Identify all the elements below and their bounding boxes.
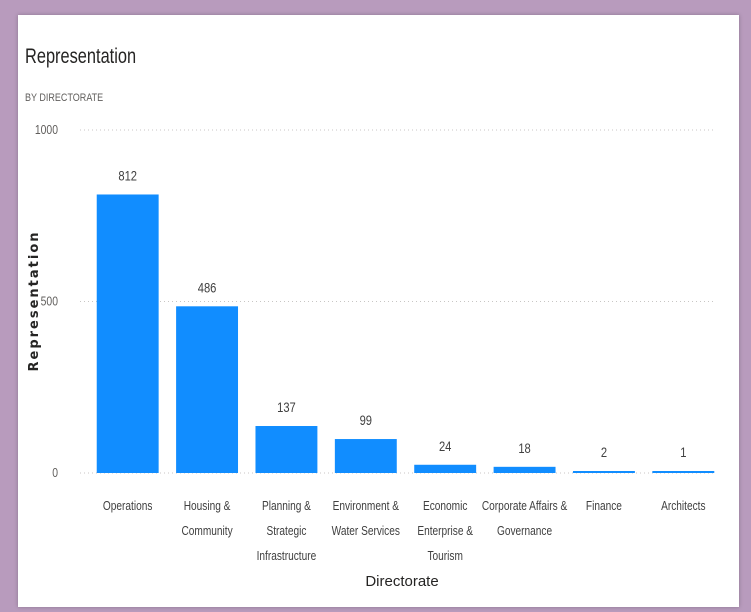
chart-subtitle: BY DIRECTORATE [25, 92, 104, 104]
y-axis-title: Representation [27, 230, 42, 371]
bar[interactable] [652, 471, 715, 473]
gridlines [80, 129, 715, 474]
chart-title: Representation [25, 45, 137, 68]
bar[interactable] [493, 466, 556, 473]
x-tick-label: Housing & Community [181, 499, 232, 538]
data-label: 1 [680, 445, 686, 460]
bar[interactable] [255, 426, 318, 473]
y-tick-label: 1000 [35, 123, 59, 137]
data-label: 486 [198, 280, 217, 295]
x-tick-label: Corporate Affairs & Governance [482, 499, 568, 538]
data-label: 2 [601, 445, 607, 460]
x-tick-label: Economic Enterprise & Tourism [417, 499, 473, 563]
bar[interactable] [414, 464, 477, 473]
data-label: 99 [360, 413, 372, 428]
x-axis-categories: Operations Housing & Community Planning & St… [103, 499, 706, 563]
x-tick-label: Operations [103, 499, 153, 513]
bar[interactable] [176, 306, 239, 473]
data-labels: 812 486 137 99 24 18 2 1 [118, 168, 686, 460]
data-label: 24 [439, 439, 451, 454]
bars [96, 194, 715, 473]
bar[interactable] [334, 439, 397, 473]
bar[interactable] [96, 194, 159, 473]
x-tick-label: Architects [661, 499, 706, 513]
data-label: 18 [518, 441, 530, 456]
y-tick-label: 0 [52, 466, 58, 480]
data-label: 137 [277, 400, 296, 415]
y-axis-ticks: 0 500 1000 [35, 123, 59, 480]
x-tick-label: Environment & Water Services [332, 499, 400, 538]
x-tick-label: Finance [586, 499, 622, 513]
y-tick-label: 500 [41, 294, 59, 308]
data-label: 812 [118, 168, 137, 183]
x-tick-label: Planning & Strategic Infrastructure [257, 499, 317, 563]
x-axis-title: Directorate [365, 573, 438, 590]
bar[interactable] [572, 471, 635, 473]
